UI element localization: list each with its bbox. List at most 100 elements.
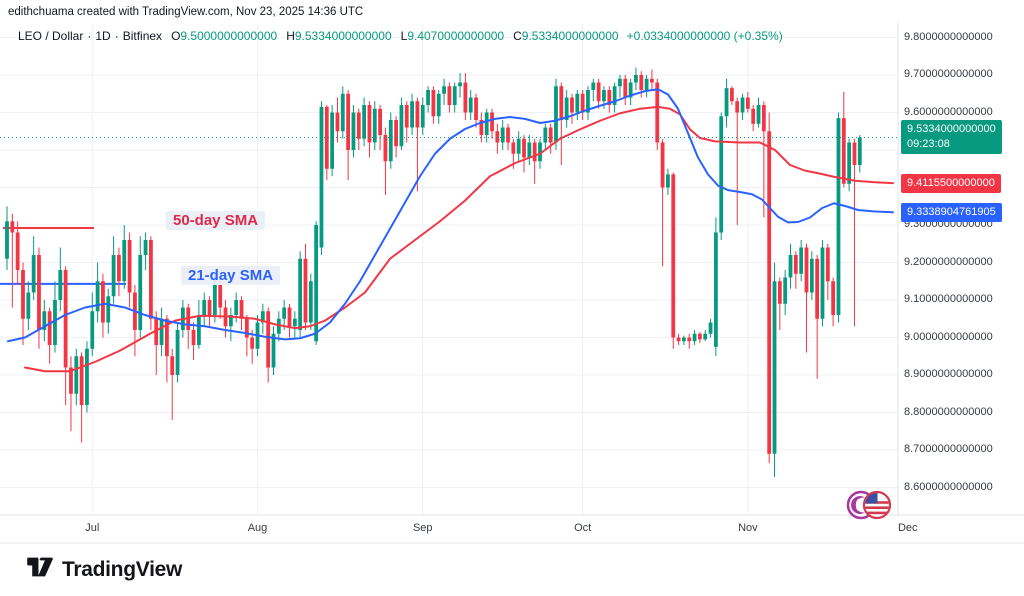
- candle-body: [708, 322, 713, 334]
- candle-body: [372, 108, 377, 143]
- candle-body: [154, 318, 159, 345]
- candle-body: [783, 277, 788, 304]
- change-value: +0.0334000000000 (+0.35%): [626, 29, 783, 43]
- candle-body: [383, 135, 388, 162]
- candle-body: [799, 247, 804, 274]
- ohlc-label: L: [400, 29, 408, 43]
- sma21-label[interactable]: 21-day SMA: [181, 266, 281, 285]
- candle-body: [394, 120, 398, 147]
- candle-body: [149, 240, 153, 319]
- candle-body: [362, 105, 367, 139]
- candle-body: [570, 97, 574, 113]
- candle-body: [761, 105, 766, 132]
- candle-body: [463, 82, 468, 113]
- price-tick-label: 8.9000000000000: [904, 368, 993, 380]
- candle-body: [42, 311, 47, 330]
- exchange-name[interactable]: Bitfinex: [122, 29, 163, 43]
- candle-body: [420, 105, 425, 128]
- candle-body: [202, 300, 207, 315]
- candle-body: [527, 142, 532, 158]
- candle-body: [809, 258, 814, 293]
- candle-body: [239, 300, 244, 319]
- candle-body: [575, 93, 580, 113]
- legend-separator: ·: [114, 29, 119, 43]
- candle-body: [21, 270, 25, 319]
- candle-body: [53, 300, 57, 345]
- sma21-line: [7, 88, 894, 343]
- candle-body: [644, 78, 649, 90]
- candle-body: [212, 285, 217, 315]
- candle-body: [735, 101, 740, 113]
- candle-body: [276, 318, 281, 334]
- candle-body: [335, 112, 340, 132]
- candle-body: [639, 75, 644, 90]
- candle-body: [772, 281, 777, 454]
- candle-body: [452, 86, 457, 105]
- symbol-name[interactable]: LEO / Dollar: [18, 29, 84, 43]
- ohlc-values: O9.5000000000000 H9.5334000000000 L9.40700…: [162, 29, 619, 43]
- month-tick-label: Jul: [85, 522, 100, 534]
- price-tick-label: 9.0000000000000: [904, 330, 993, 343]
- candle-body: [159, 318, 164, 345]
- candle-body: [442, 86, 446, 94]
- candle-body: [79, 356, 84, 405]
- candle-body: [324, 106, 329, 169]
- candle-body: [729, 88, 734, 102]
- candle-body: [628, 82, 633, 98]
- candle-body: [580, 93, 585, 113]
- candle-body: [522, 138, 526, 158]
- candle-body: [143, 240, 148, 255]
- candle-body: [602, 90, 606, 102]
- candle-body: [292, 318, 297, 327]
- candle-body: [660, 142, 665, 188]
- footer-branding: TradingView: [26, 553, 182, 586]
- candle-body: [591, 82, 596, 90]
- last-price-badge: 9.5334000000000 09:23:08: [901, 120, 1002, 155]
- sma50-badge: 9.4115500000000: [901, 173, 1001, 193]
- sma50-label[interactable]: 50-day SMA: [166, 211, 266, 230]
- candle-body: [367, 105, 372, 143]
- chart-legend: LEO / Dollar · 1D · Bitfinex O9.5000000000000…: [18, 29, 783, 43]
- candle-body: [191, 330, 196, 345]
- candle-body: [447, 86, 452, 105]
- interval-value[interactable]: 1D: [95, 29, 111, 43]
- candle-body: [271, 333, 276, 368]
- candle-body: [516, 138, 521, 154]
- candle-body: [745, 97, 750, 109]
- candle-body: [506, 127, 510, 143]
- candle-body: [175, 330, 180, 375]
- ohlc-price: 9.5334000000000: [521, 29, 619, 43]
- price-tick-label: 8.6000000000000: [904, 480, 993, 493]
- candle-body: [495, 131, 500, 143]
- candle-body: [234, 300, 239, 315]
- candle-body: [767, 131, 772, 454]
- candle-body: [399, 105, 404, 147]
- candle-body: [404, 105, 409, 128]
- candle-body: [756, 105, 761, 124]
- candle-body: [474, 97, 478, 120]
- candle-body: [623, 78, 628, 98]
- tradingview-brand[interactable]: TradingView: [62, 557, 183, 581]
- price-tick-label: 9.6000000000000: [904, 105, 993, 118]
- ohlc-label: H: [286, 29, 295, 43]
- candle-body: [260, 311, 265, 323]
- candle-body: [841, 118, 846, 184]
- candle-body: [713, 232, 718, 347]
- candle-body: [196, 315, 201, 345]
- candle-body: [31, 255, 36, 293]
- legend-separator: ·: [87, 29, 92, 43]
- month-tick-label: Nov: [738, 522, 758, 534]
- candle-body: [388, 120, 393, 162]
- month-tick-label: Oct: [574, 522, 592, 534]
- candle-body: [74, 356, 79, 394]
- candle-body: [101, 281, 105, 323]
- candle-body: [266, 311, 271, 368]
- candle-body: [26, 292, 31, 319]
- candle-body: [793, 255, 798, 274]
- candle-body: [532, 142, 537, 162]
- sma21-badge: 9.3338904761905: [901, 202, 1002, 222]
- candle-body: [250, 337, 255, 349]
- tradingview-logo-icon[interactable]: [26, 553, 54, 586]
- candle-body: [586, 90, 590, 113]
